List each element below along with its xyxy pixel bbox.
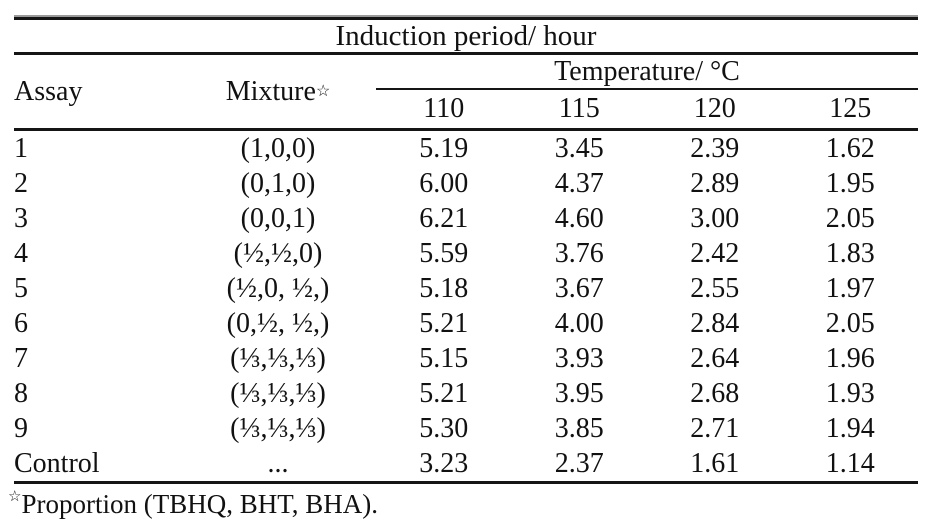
- value-cell-110: 5.18: [419, 272, 469, 304]
- value-cell-110: 3.23: [419, 447, 469, 479]
- value-cell-110: 6.21: [419, 202, 469, 234]
- value-cell-125: 1.14: [825, 447, 875, 479]
- value-cell-110: 6.00: [419, 167, 469, 199]
- assay-cell: 4: [14, 237, 28, 269]
- mixture-cell: (1,0,0): [240, 132, 316, 164]
- table-top-rule: [14, 15, 918, 20]
- value-cell-115: 3.76: [554, 237, 604, 269]
- table-body: 1 (1,0,0) 5.19 3.45 2.39 1.62 2 (0,1,0) …: [14, 131, 918, 481]
- value-cell-120: 2.89: [690, 167, 740, 199]
- mixture-cell: (½,½,0): [233, 237, 323, 269]
- induction-period-table: Induction period/ hour Assay Mixture ☆ Te…: [14, 15, 918, 484]
- header-separator-rule: [14, 128, 918, 131]
- value-cell-125: 1.97: [825, 272, 875, 304]
- value-cell-125: 1.83: [825, 237, 875, 269]
- assay-cell: 9: [14, 412, 28, 444]
- mixture-cell: (⅓,⅓,⅓): [230, 412, 326, 444]
- table-row: 9 (⅓,⅓,⅓) 5.30 3.85 2.71 1.94: [14, 411, 918, 446]
- table-row: 1 (1,0,0) 5.19 3.45 2.39 1.62: [14, 131, 918, 166]
- value-cell-120: 2.68: [690, 377, 740, 409]
- temp-col-header-115: 115: [558, 93, 600, 124]
- value-cell-120: 2.64: [690, 342, 740, 374]
- value-cell-125: 1.94: [825, 412, 875, 444]
- value-cell-110: 5.59: [419, 237, 469, 269]
- table-bottom-rule: [14, 481, 918, 484]
- value-cell-110: 5.21: [419, 307, 469, 339]
- temp-col-header-120: 120: [693, 93, 736, 124]
- title-separator-rule: [14, 52, 918, 55]
- mixture-cell: ...: [267, 447, 289, 479]
- table-row: Control ... 3.23 2.37 1.61 1.14: [14, 446, 918, 481]
- footnote: ☆Proportion (TBHQ, BHT, BHA).: [8, 488, 378, 520]
- temperature-underline-rule: [376, 88, 918, 90]
- value-cell-115: 2.37: [554, 447, 604, 479]
- value-cell-110: 5.15: [419, 342, 469, 374]
- col-header-mixture: Mixture ☆: [225, 75, 331, 107]
- assay-cell: 3: [14, 202, 28, 234]
- mixture-cell: (0,½, ½,): [226, 307, 330, 339]
- table-row: 2 (0,1,0) 6.00 4.37 2.89 1.95: [14, 166, 918, 201]
- mixture-cell: (⅓,⅓,⅓): [230, 342, 326, 374]
- table-row: 4 (½,½,0) 5.59 3.76 2.42 1.83: [14, 236, 918, 271]
- value-cell-120: 2.84: [690, 307, 740, 339]
- value-cell-125: 2.05: [825, 202, 875, 234]
- value-cell-110: 5.30: [419, 412, 469, 444]
- value-cell-115: 4.60: [554, 202, 604, 234]
- assay-cell: 6: [14, 307, 28, 339]
- table-row: 7 (⅓,⅓,⅓) 5.15 3.93 2.64 1.96: [14, 341, 918, 376]
- mixture-cell: (½,0, ½,): [226, 272, 330, 304]
- assay-cell: 5: [14, 272, 28, 304]
- temperature-subheaders: 110 115 120 125: [376, 90, 918, 128]
- value-cell-110: 5.21: [419, 377, 469, 409]
- assay-cell: 8: [14, 377, 28, 409]
- assay-cell: Control: [14, 447, 100, 479]
- mixture-cell: (0,0,1): [240, 202, 316, 234]
- value-cell-115: 3.93: [554, 342, 604, 374]
- table-header: Assay Mixture ☆ Temperature/ °C 110 115 1…: [14, 55, 918, 128]
- col-header-assay: Assay: [14, 75, 83, 107]
- temp-col-header-125: 125: [829, 93, 872, 124]
- value-cell-125: 2.05: [825, 307, 875, 339]
- value-cell-120: 2.71: [690, 412, 740, 444]
- value-cell-120: 2.42: [690, 237, 740, 269]
- value-cell-120: 2.39: [690, 132, 740, 164]
- assay-cell: 7: [14, 342, 28, 374]
- value-cell-115: 4.37: [554, 167, 604, 199]
- temperature-header-group: Temperature/ °C 110 115 120 125: [376, 55, 918, 128]
- table-row: 8 (⅓,⅓,⅓) 5.21 3.95 2.68 1.93: [14, 376, 918, 411]
- col-header-mixture-label: Mixture: [225, 75, 316, 107]
- value-cell-115: 3.85: [554, 412, 604, 444]
- value-cell-115: 3.45: [554, 132, 604, 164]
- value-cell-125: 1.96: [825, 342, 875, 374]
- value-cell-115: 3.95: [554, 377, 604, 409]
- value-cell-125: 1.62: [825, 132, 875, 164]
- table-row: 3 (0,0,1) 6.21 4.60 3.00 2.05: [14, 201, 918, 236]
- temp-col-header-110: 110: [423, 93, 465, 124]
- value-cell-120: 2.55: [690, 272, 740, 304]
- table-row: 6 (0,½, ½,) 5.21 4.00 2.84 2.05: [14, 306, 918, 341]
- value-cell-120: 1.61: [690, 447, 740, 479]
- assay-cell: 2: [14, 167, 28, 199]
- value-cell-115: 4.00: [554, 307, 604, 339]
- value-cell-125: 1.93: [825, 377, 875, 409]
- value-cell-120: 3.00: [690, 202, 740, 234]
- value-cell-110: 5.19: [419, 132, 469, 164]
- value-cell-115: 3.67: [554, 272, 604, 304]
- footnote-star-icon: ☆: [8, 489, 22, 505]
- mixture-cell: (0,1,0): [240, 167, 316, 199]
- mixture-cell: (⅓,⅓,⅓): [230, 377, 326, 409]
- col-header-temperature: Temperature/ °C: [554, 55, 740, 87]
- table-row: 5 (½,0, ½,) 5.18 3.67 2.55 1.97: [14, 271, 918, 306]
- value-cell-125: 1.95: [825, 167, 875, 199]
- assay-cell: 1: [14, 132, 28, 164]
- table-title: Induction period/ hour: [335, 19, 597, 52]
- footnote-text: Proportion (TBHQ, BHT, BHA).: [21, 489, 378, 519]
